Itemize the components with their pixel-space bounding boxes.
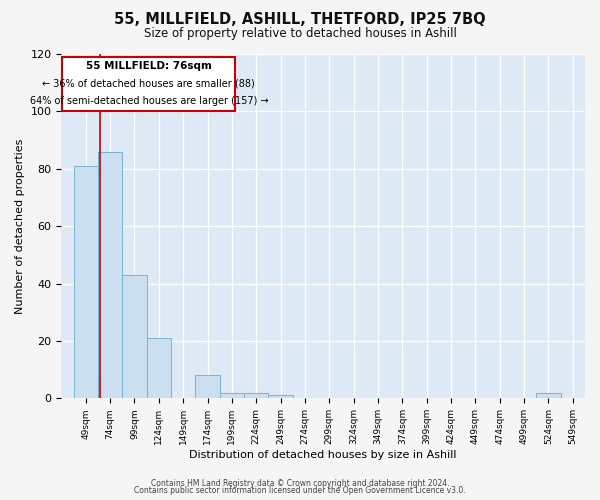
Bar [74, 166, 98, 398]
X-axis label: Distribution of detached houses by size in Ashill: Distribution of detached houses by size … [190, 450, 457, 460]
Text: 64% of semi-detached houses are larger (157) →: 64% of semi-detached houses are larger (… [29, 96, 268, 106]
Text: Contains public sector information licensed under the Open Government Licence v3: Contains public sector information licen… [134, 486, 466, 495]
FancyBboxPatch shape [62, 57, 235, 112]
Bar [244, 392, 268, 398]
Y-axis label: Number of detached properties: Number of detached properties [15, 138, 25, 314]
Text: Size of property relative to detached houses in Ashill: Size of property relative to detached ho… [143, 28, 457, 40]
Bar [220, 392, 244, 398]
Text: 55, MILLFIELD, ASHILL, THETFORD, IP25 7BQ: 55, MILLFIELD, ASHILL, THETFORD, IP25 7B… [114, 12, 486, 28]
Bar [122, 275, 146, 398]
Bar [268, 396, 293, 398]
Bar [536, 392, 560, 398]
Text: ← 36% of detached houses are smaller (88): ← 36% of detached houses are smaller (88… [43, 78, 255, 88]
Bar [196, 376, 220, 398]
Text: Contains HM Land Registry data © Crown copyright and database right 2024.: Contains HM Land Registry data © Crown c… [151, 478, 449, 488]
Bar [98, 152, 122, 398]
Text: 55 MILLFIELD: 76sqm: 55 MILLFIELD: 76sqm [86, 61, 212, 71]
Bar [146, 338, 171, 398]
